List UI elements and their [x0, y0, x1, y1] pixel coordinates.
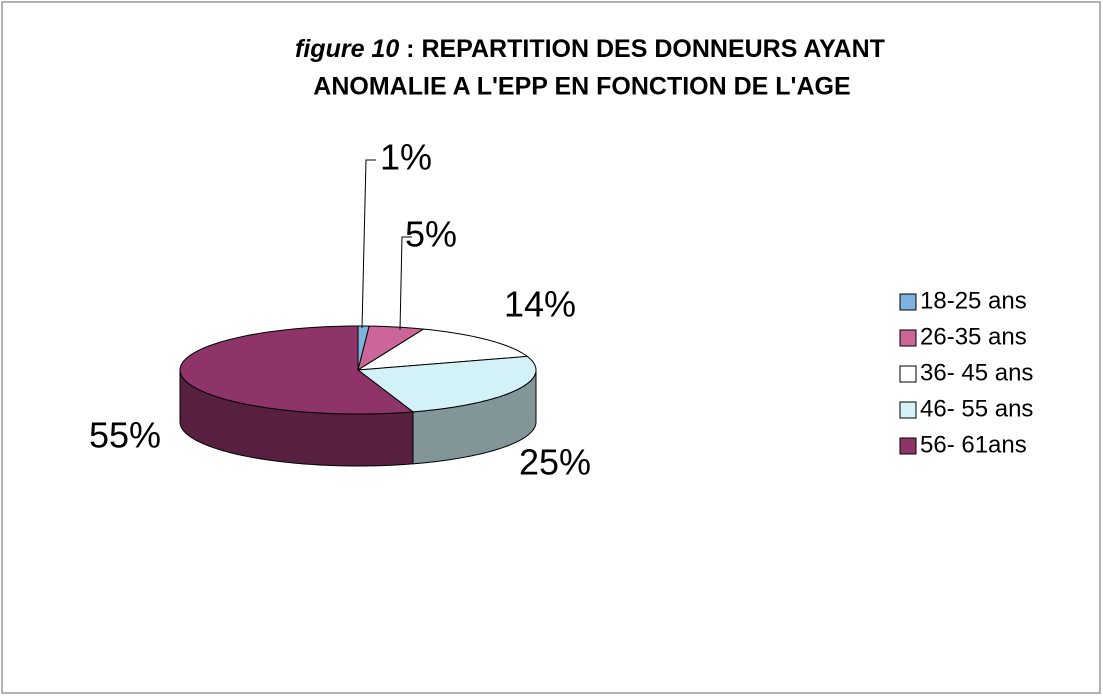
data-label: 14% [504, 284, 576, 325]
data-label: 5% [405, 214, 457, 255]
chart-title: figure 10 : REPARTITION DES DONNEURS AYA… [295, 35, 885, 63]
legend-swatch [899, 293, 917, 311]
leader-line [361, 159, 376, 329]
data-label: 55% [89, 415, 161, 456]
legend-swatch [899, 437, 917, 455]
pie-slice [357, 325, 426, 372]
legend-label: 36- 45 ans [920, 359, 1033, 386]
chart-title: ANOMALIE A L'EPP EN FONCTION DE L'AGE [313, 73, 850, 101]
legend-swatch [899, 365, 917, 383]
leader-line [399, 236, 412, 331]
title-line: : REPARTITION DES DONNEURS AYANT [399, 35, 885, 63]
data-label: 1% [380, 137, 432, 178]
legend-label: 56- 61ans [920, 431, 1027, 458]
title-figure: figure 10 [295, 35, 399, 63]
pie-slice [356, 355, 537, 413]
pie-slice [179, 325, 415, 415]
data-label: 25% [519, 442, 591, 483]
legend-swatch [899, 401, 917, 419]
legend-label: 18-25 ans [920, 287, 1027, 314]
legend-label: 26-35 ans [920, 323, 1027, 350]
legend-label: 46- 55 ans [920, 395, 1033, 422]
legend-swatch [899, 329, 917, 347]
